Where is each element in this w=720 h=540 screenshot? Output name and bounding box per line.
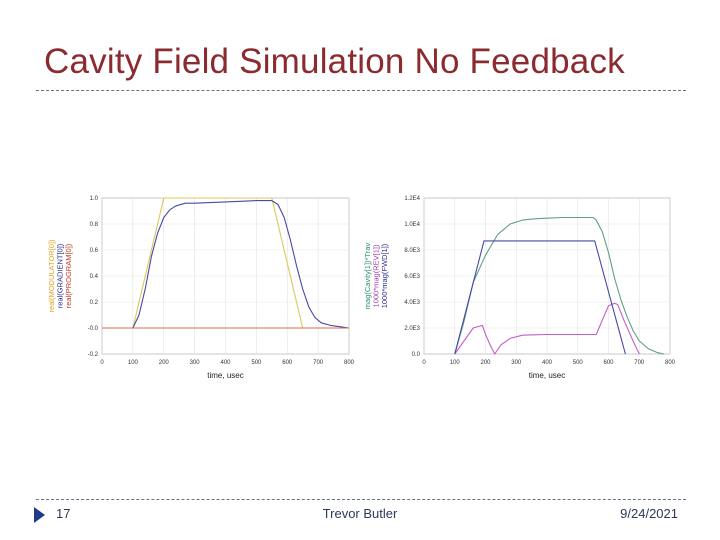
left-chart-y-tick-label: -0.0 [88, 326, 99, 332]
right-chart-y-tick-label: 4.0E3 [404, 300, 420, 306]
right-chart-x-tick-label: 700 [634, 360, 645, 366]
left-chart-y-tick-label: 0.2 [90, 300, 99, 306]
right-chart-y-tick-label: 6.0E3 [404, 274, 420, 280]
right-chart-x-tick-label: 300 [511, 360, 522, 366]
footer-date: 9/24/2021 [620, 506, 678, 521]
right-chart-x-tick-label: 600 [603, 360, 614, 366]
right-chart-x-tick-label: 100 [450, 360, 461, 366]
right-chart-y-tick-label: 1.2E4 [404, 196, 420, 202]
right-chart-y-tick-label: 0.0 [412, 352, 421, 358]
left-chart-series-line [132, 200, 350, 329]
right-chart-y-axis-label: mag(Cavity[1])*Trav [363, 243, 372, 310]
left-chart-x-tick-label: 200 [159, 360, 170, 366]
right-chart-x-axis-label: time, usec [529, 371, 565, 380]
title-divider [36, 90, 686, 91]
left-chart-x-tick-label: 0 [100, 360, 104, 366]
slide-number: 17 [56, 506, 71, 521]
footer-author: Trevor Butler [322, 506, 398, 521]
right-chart-x-tick-label: 800 [665, 360, 676, 366]
left-chart-y-tick-label: 0.4 [90, 274, 99, 280]
left-chart-x-tick-label: 500 [251, 360, 262, 366]
left-chart-y-tick-label: -0.2 [88, 352, 99, 358]
left-chart-y-axis-label: real(PROGRAM[0]) [64, 243, 73, 308]
left-chart-x-tick-label: 100 [128, 360, 139, 366]
right-chart-series-line [454, 302, 640, 355]
right-chart-y-axis-label: 1000*mag(REV[1]) [372, 244, 381, 307]
right-chart-y-tick-label: 2.0E3 [404, 326, 420, 332]
left-chart-x-tick-label: 700 [313, 360, 324, 366]
left-chart-x-tick-label: 400 [220, 360, 231, 366]
left-chart-y-tick-label: 1.0 [90, 196, 99, 202]
right-chart: 0 100 200 300 400 500 600 700 800 0.0 2.0E3 4.0E3 6.… [363, 196, 676, 380]
right-chart-y-axis-label: 1000*mag(FWD[1]) [380, 243, 389, 308]
right-chart-y-tick-label: 8.0E3 [404, 248, 420, 254]
right-chart-series-line [454, 240, 626, 355]
right-chart-y-tick-label: 1.0E4 [404, 222, 420, 228]
right-chart-x-tick-label: 200 [480, 360, 491, 366]
left-chart: 0 100 200 300 400 500 600 700 800 -0.2 -0.0 0.2 0.4 0… [47, 196, 355, 380]
slide-title: Cavity Field Simulation No Feedback [44, 42, 625, 81]
left-chart-x-tick-label: 800 [344, 360, 355, 366]
left-chart-x-axis-label: time, usec [207, 371, 243, 380]
left-chart-y-tick-label: 0.8 [90, 222, 99, 228]
right-chart-x-tick-label: 400 [542, 360, 553, 366]
slide-bullet-icon [34, 507, 45, 523]
left-chart-y-axis-label: real(GRADIENT[0]) [56, 243, 65, 308]
right-chart-x-tick-label: 500 [573, 360, 584, 366]
left-chart-x-tick-label: 300 [190, 360, 201, 366]
left-chart-y-tick-label: 0.6 [90, 248, 99, 254]
left-chart-y-axis-label: real(MODULATOR[0]) [47, 239, 56, 313]
right-chart-x-tick-label: 0 [422, 360, 426, 366]
footer-divider [36, 499, 686, 500]
left-chart-x-tick-label: 600 [282, 360, 293, 366]
